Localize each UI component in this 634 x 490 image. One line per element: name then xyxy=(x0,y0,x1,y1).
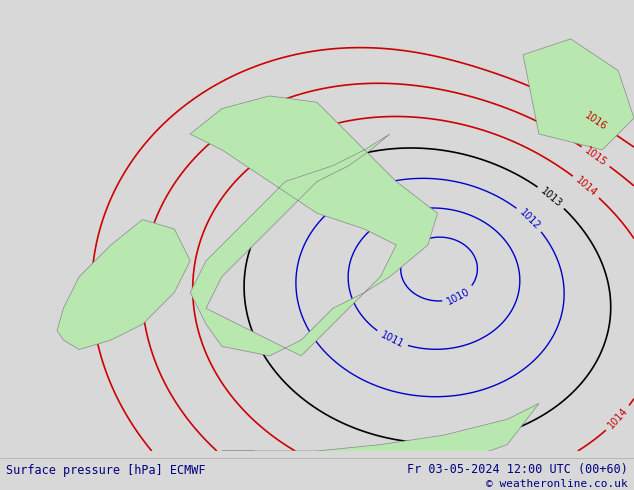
Polygon shape xyxy=(57,220,190,349)
Text: Fr 03-05-2024 12:00 UTC (00+60): Fr 03-05-2024 12:00 UTC (00+60) xyxy=(407,463,628,476)
Text: 1015: 1015 xyxy=(583,145,609,168)
Polygon shape xyxy=(523,39,634,150)
Text: 1013: 1013 xyxy=(538,186,564,209)
Text: Surface pressure [hPa] ECMWF: Surface pressure [hPa] ECMWF xyxy=(6,465,206,477)
Text: 1016: 1016 xyxy=(583,110,609,132)
Text: 1014: 1014 xyxy=(574,175,598,198)
Text: © weatheronline.co.uk: © weatheronline.co.uk xyxy=(486,479,628,489)
Polygon shape xyxy=(222,403,539,483)
Text: 1014: 1014 xyxy=(606,406,630,431)
Text: 1011: 1011 xyxy=(378,329,405,349)
Polygon shape xyxy=(190,96,437,356)
Text: 1012: 1012 xyxy=(517,207,542,231)
Text: 1010: 1010 xyxy=(446,286,472,306)
